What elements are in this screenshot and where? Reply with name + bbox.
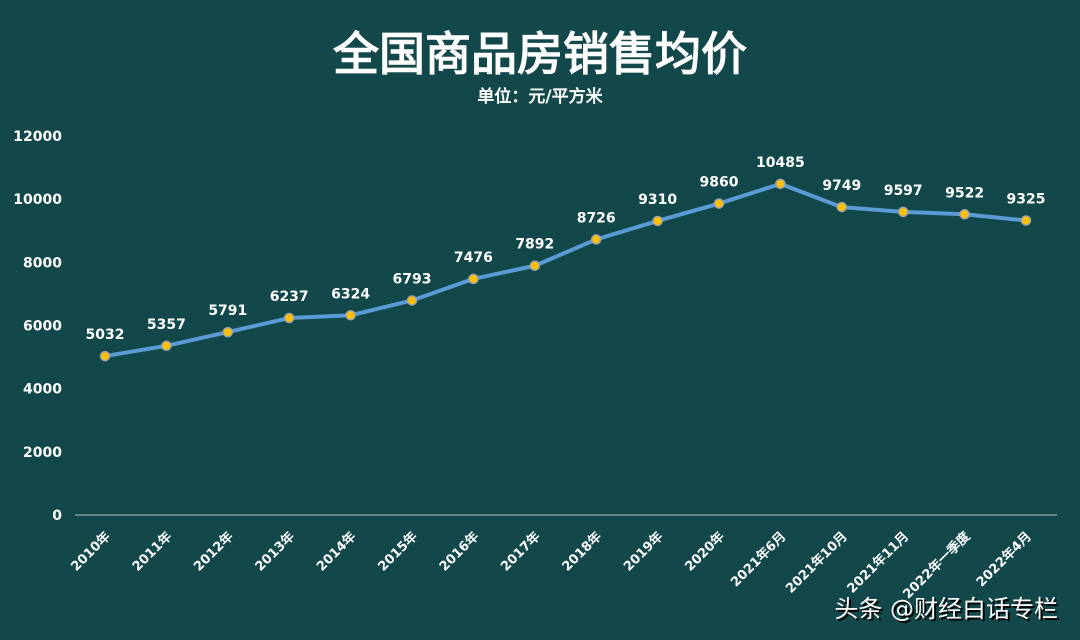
x-tick-label: 2018年: [559, 529, 605, 575]
y-tick-label: 4000: [23, 382, 62, 398]
data-point: [959, 209, 970, 220]
data-point: [222, 326, 234, 338]
y-tick-label: 6000: [23, 319, 62, 335]
y-tick-label: 2000: [23, 445, 62, 461]
x-tick-label: 2019年: [620, 529, 666, 575]
chart-title: 全国商品房销售均价: [333, 27, 747, 81]
data-point: [652, 215, 663, 227]
x-tick-label: 2021年6月: [728, 529, 790, 591]
data-label: 10485: [756, 155, 805, 171]
data-point: [713, 198, 725, 209]
data-point: [1020, 215, 1032, 226]
chart-subtitle: 单位：元/平方米: [477, 87, 603, 107]
data-point: [529, 260, 541, 271]
y-tick-label: 12000: [13, 129, 62, 145]
x-tick-label: 2010年: [68, 529, 114, 575]
data-label: 5791: [208, 303, 247, 319]
data-label: 9522: [945, 185, 984, 201]
data-label: 9597: [884, 183, 923, 199]
data-point: [283, 312, 295, 324]
data-point: [345, 310, 356, 321]
x-tick-label: 2022年4月: [973, 529, 1035, 591]
data-label: 9749: [822, 178, 861, 194]
data-label: 5357: [147, 317, 186, 333]
y-tick-label: 0: [52, 508, 62, 524]
x-tick-label: 2020年: [682, 529, 728, 575]
x-tick-label: 2012年: [191, 529, 237, 575]
x-tick-label: 2013年: [252, 529, 298, 575]
y-tick-label: 8000: [23, 255, 62, 271]
data-label: 9860: [700, 175, 739, 191]
y-tick-label: 10000: [13, 192, 62, 208]
data-label: 7476: [454, 250, 493, 266]
data-point: [99, 350, 111, 362]
x-tick-label: 2016年: [436, 529, 482, 575]
data-label: 6324: [331, 286, 370, 302]
x-tick-label: 2017年: [498, 529, 544, 575]
data-label: 9325: [1007, 191, 1046, 207]
data-point: [775, 178, 786, 190]
data-point: [897, 206, 909, 218]
series-line: [104, 181, 1027, 359]
watermark: 头条 @财经白话专栏: [834, 595, 1058, 623]
data-label: 8726: [577, 210, 616, 226]
x-tick-label: 2021年10月: [783, 529, 851, 597]
x-tick-label: 2014年: [313, 529, 359, 575]
data-label: 6793: [393, 271, 432, 287]
data-label: 9310: [638, 192, 677, 208]
data-point: [468, 273, 479, 285]
x-tick-label: 2011年: [129, 529, 175, 575]
x-tick-label: 2015年: [375, 529, 421, 575]
data-point: [161, 340, 172, 352]
data-label: 5032: [86, 327, 125, 343]
x-tick-label: 2021年11月: [844, 529, 912, 597]
data-point: [590, 234, 602, 245]
data-label: 7892: [515, 237, 554, 253]
data-label: 6237: [270, 289, 309, 305]
data-point: [836, 201, 848, 213]
data-point: [406, 295, 418, 306]
